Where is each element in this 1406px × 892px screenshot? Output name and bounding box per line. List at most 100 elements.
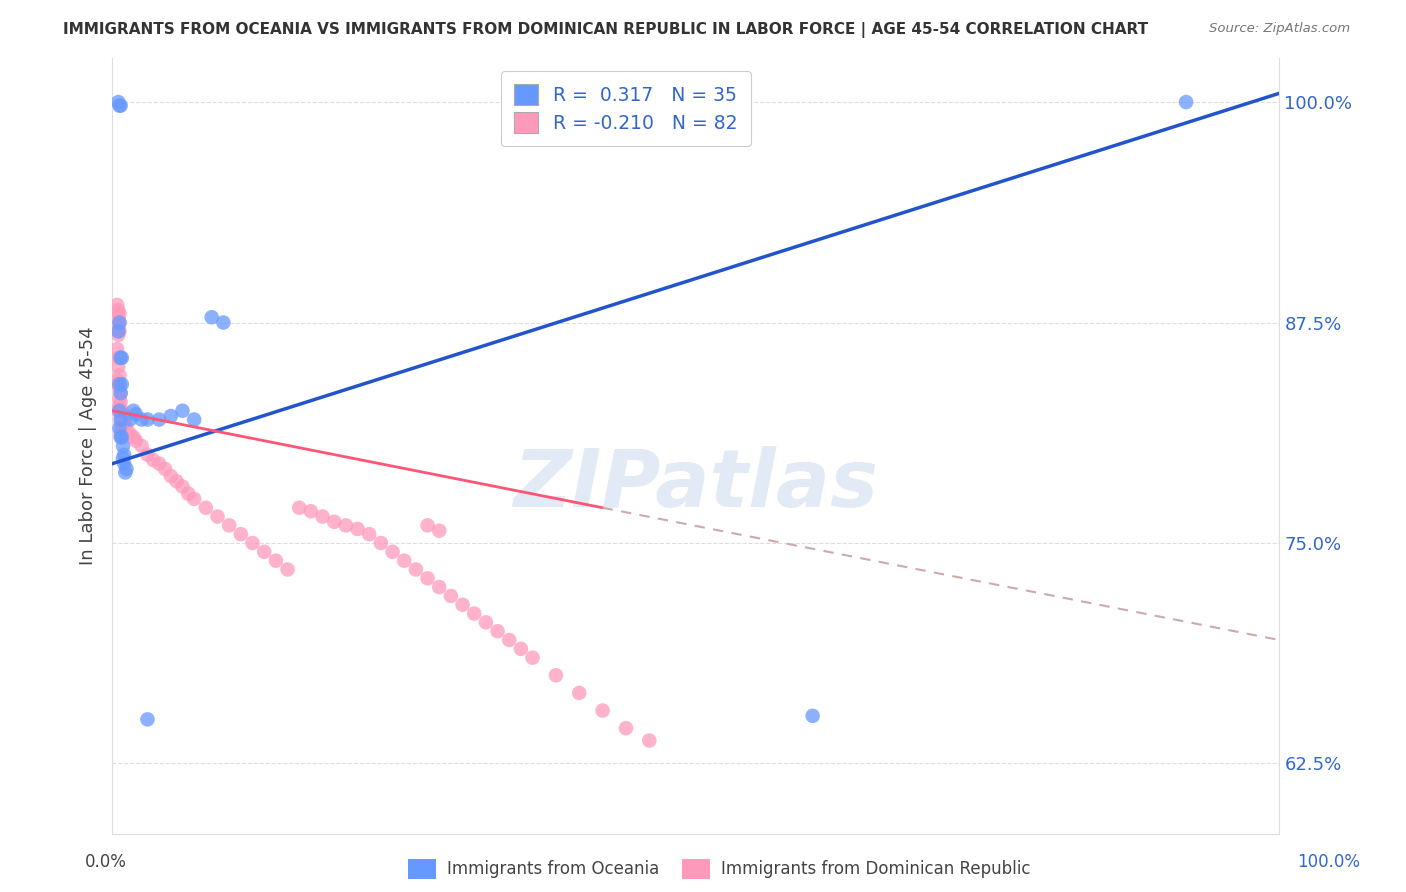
Point: [486, 624, 509, 639]
Point: [1175, 95, 1198, 109]
Point: [115, 462, 138, 476]
Point: [172, 403, 194, 417]
Point: [346, 522, 368, 536]
Point: [115, 421, 138, 435]
Point: [110, 412, 132, 426]
Point: [509, 641, 531, 656]
Point: [108, 399, 131, 413]
Point: [311, 509, 333, 524]
Point: [110, 98, 132, 112]
Point: [112, 457, 135, 471]
Point: [108, 381, 131, 395]
Point: [122, 430, 145, 444]
Point: [112, 448, 135, 462]
Point: [105, 342, 128, 356]
Point: [207, 509, 229, 524]
Point: [110, 386, 132, 401]
Point: [125, 434, 148, 448]
Text: ZIPatlas: ZIPatlas: [513, 446, 879, 524]
Point: [201, 310, 224, 325]
Point: [108, 324, 131, 338]
Point: [568, 686, 591, 700]
Point: [105, 298, 128, 312]
Point: [183, 412, 205, 426]
Point: [153, 462, 176, 476]
Point: [111, 377, 134, 392]
Point: [110, 430, 132, 444]
Point: [544, 668, 567, 682]
Point: [108, 377, 131, 392]
Point: [108, 421, 131, 435]
Point: [108, 377, 131, 392]
Point: [107, 377, 129, 392]
Point: [218, 518, 240, 533]
Point: [212, 316, 235, 330]
Point: [108, 98, 131, 112]
Text: Immigrants from Oceania: Immigrants from Oceania: [447, 860, 659, 878]
Point: [108, 316, 131, 330]
Point: [160, 469, 183, 483]
Point: [370, 536, 392, 550]
Point: [107, 403, 129, 417]
Point: [614, 721, 637, 735]
Point: [288, 500, 311, 515]
Point: [110, 416, 132, 430]
Point: [405, 562, 427, 576]
Text: Source: ZipAtlas.com: Source: ZipAtlas.com: [1209, 22, 1350, 36]
Point: [111, 421, 134, 435]
Point: [107, 324, 129, 338]
Point: [107, 351, 129, 365]
Point: [131, 439, 153, 453]
Point: [148, 457, 170, 471]
Point: [276, 562, 298, 576]
Point: [136, 412, 159, 426]
Point: [172, 479, 194, 493]
Text: 100.0%: 100.0%: [1298, 853, 1360, 871]
Point: [136, 448, 159, 462]
Point: [592, 704, 614, 718]
Point: [118, 426, 141, 441]
Point: [111, 351, 134, 365]
Point: [111, 412, 134, 426]
Point: [394, 554, 416, 568]
Text: Immigrants from Dominican Republic: Immigrants from Dominican Republic: [721, 860, 1031, 878]
Point: [381, 545, 404, 559]
Point: [107, 321, 129, 335]
Point: [416, 518, 439, 533]
Point: [107, 95, 129, 109]
Point: [122, 403, 145, 417]
Point: [801, 709, 824, 723]
Point: [107, 310, 129, 325]
Point: [110, 386, 132, 401]
Point: [107, 374, 129, 388]
Point: [125, 407, 148, 421]
Point: [264, 554, 287, 568]
Point: [111, 439, 134, 453]
Y-axis label: In Labor Force | Age 45-54: In Labor Force | Age 45-54: [79, 326, 97, 566]
Point: [111, 430, 134, 444]
Point: [427, 580, 450, 594]
Point: [111, 430, 134, 444]
Point: [451, 598, 474, 612]
Point: [160, 409, 183, 423]
Point: [108, 316, 131, 330]
Point: [498, 633, 520, 648]
Point: [638, 733, 661, 747]
Point: [108, 351, 131, 365]
Legend: R =  0.317   N = 35, R = -0.210   N = 82: R = 0.317 N = 35, R = -0.210 N = 82: [501, 71, 751, 146]
Point: [166, 475, 188, 489]
Point: [111, 451, 134, 466]
Point: [114, 466, 136, 480]
Point: [183, 491, 205, 506]
Point: [463, 607, 485, 621]
Point: [108, 368, 131, 383]
Point: [335, 518, 357, 533]
Point: [427, 524, 450, 538]
Point: [229, 527, 252, 541]
Text: IMMIGRANTS FROM OCEANIA VS IMMIGRANTS FROM DOMINICAN REPUBLIC IN LABOR FORCE | A: IMMIGRANTS FROM OCEANIA VS IMMIGRANTS FR…: [63, 22, 1149, 38]
Point: [136, 712, 159, 726]
Point: [416, 571, 439, 585]
Point: [111, 409, 134, 423]
Point: [131, 412, 153, 426]
Point: [359, 527, 381, 541]
